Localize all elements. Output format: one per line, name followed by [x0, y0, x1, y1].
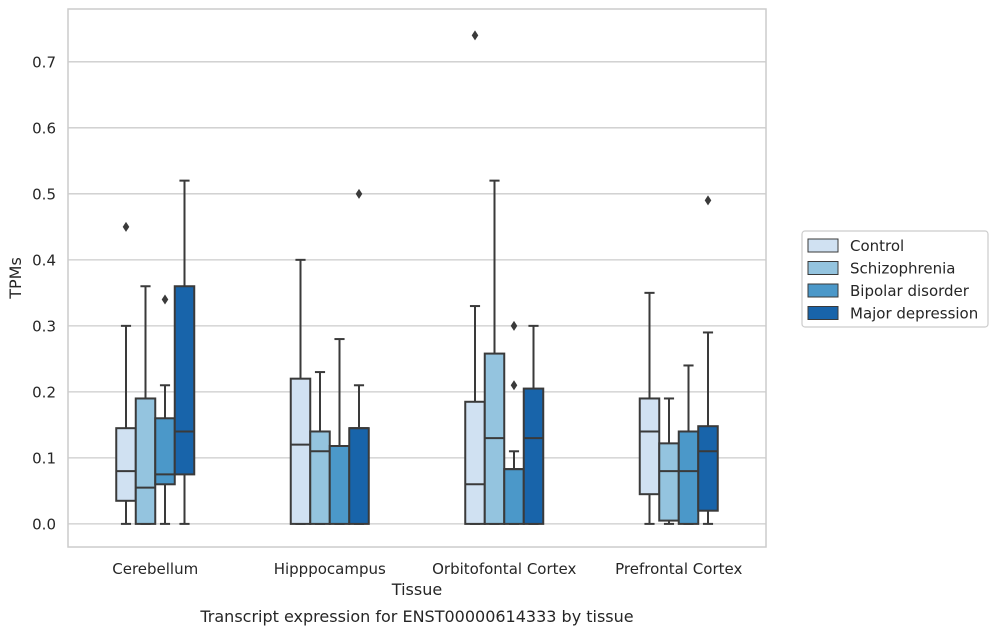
- box-major-depression: [522, 324, 545, 525]
- box-iqr: [658, 442, 680, 522]
- x-tick-labels: Cerebellum Hipppocampus Orbitofontal Corte…: [112, 560, 742, 578]
- box-schizophrenia: [134, 285, 157, 525]
- y-tick-label: 0.6: [32, 119, 56, 137]
- outlier-point: [122, 221, 130, 232]
- legend: Control Schizophrenia Bipolar disorder Majo…: [801, 230, 989, 328]
- legend-swatch: [807, 238, 839, 253]
- box-major-depression: [173, 179, 196, 525]
- box-major-depression: [348, 188, 370, 525]
- box-iqr: [677, 430, 700, 525]
- box-iqr: [173, 285, 196, 476]
- outlier-point: [510, 380, 518, 391]
- y-tick-label: 0.1: [32, 449, 56, 467]
- legend-swatch: [807, 306, 839, 320]
- box-schizophrenia: [483, 179, 506, 525]
- outlier-point: [510, 320, 518, 331]
- box-schizophrenia: [658, 397, 680, 525]
- box-iqr: [134, 397, 157, 525]
- legend-swatch: [807, 261, 839, 275]
- box-control: [289, 258, 312, 525]
- y-tick-label: 0.0: [32, 515, 56, 533]
- y-tick-label: 0.2: [32, 383, 56, 401]
- box-bipolar-disorder: [677, 364, 700, 525]
- box-control: [464, 30, 486, 525]
- x-tick-label: Prefrontal Cortex: [615, 560, 742, 578]
- legend-swatch: [807, 283, 839, 298]
- outlier-point: [704, 195, 712, 206]
- box-iqr: [348, 427, 370, 525]
- box-control: [115, 221, 137, 525]
- legend-frame: [801, 230, 989, 328]
- legend-label: Bipolar disorder: [850, 282, 970, 300]
- legend-label: Major depression: [850, 305, 978, 323]
- box-major-depression: [697, 195, 719, 525]
- y-tick-label: 0.7: [32, 53, 56, 71]
- box-iqr: [309, 430, 331, 525]
- box-bipolar-disorder: [328, 338, 351, 525]
- x-tick-label: Orbitofontal Cortex: [432, 560, 576, 578]
- y-tick-labels: 0.0 0.1 0.2 0.3 0.4 0.5 0.6 0.7: [32, 53, 56, 533]
- box-iqr: [328, 445, 351, 525]
- y-tick-label: 0.3: [32, 317, 56, 335]
- legend-label: Schizophrenia: [850, 260, 955, 278]
- box-bipolar-disorder: [154, 294, 176, 525]
- box-iqr: [697, 425, 719, 512]
- outlier-point: [355, 188, 363, 199]
- box-layer: [115, 30, 719, 525]
- x-axis-label: Tissue: [391, 580, 442, 599]
- box-iqr: [464, 400, 486, 525]
- box-iqr: [115, 427, 137, 502]
- box-iqr: [638, 397, 661, 496]
- outlier-point: [161, 294, 169, 305]
- box-iqr: [522, 387, 545, 525]
- chart-caption: Transcript expression for ENST0000061433…: [199, 607, 633, 626]
- box-bipolar-disorder: [503, 320, 525, 525]
- box-schizophrenia: [309, 371, 331, 525]
- outlier-point: [471, 30, 479, 41]
- box-iqr: [289, 377, 312, 525]
- x-tick-label: Hipppocampus: [274, 560, 386, 578]
- y-axis-label: TPMs: [6, 257, 25, 300]
- x-tick-label: Cerebellum: [112, 560, 198, 578]
- box-iqr: [503, 468, 525, 525]
- y-tick-label: 0.5: [32, 185, 56, 203]
- box-control: [638, 291, 661, 525]
- legend-label: Control: [850, 237, 904, 255]
- plot-frame: [67, 8, 767, 548]
- y-tick-label: 0.4: [32, 251, 56, 269]
